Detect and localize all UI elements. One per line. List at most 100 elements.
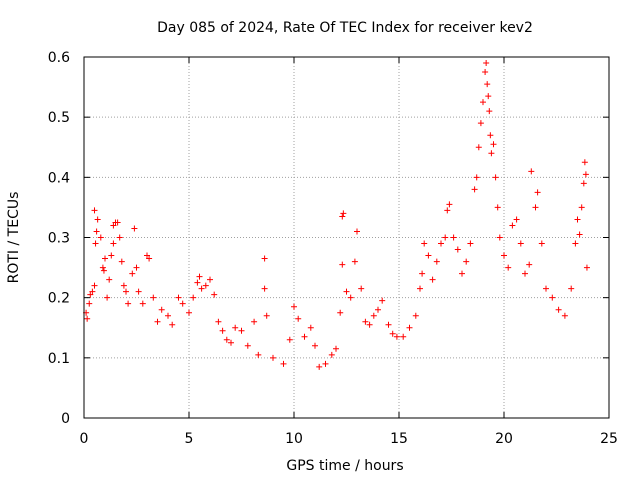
data-point — [568, 285, 575, 292]
data-point — [131, 225, 138, 232]
data-point — [534, 189, 541, 196]
chart-title: Day 085 of 2024, Rate Of TEC Index for r… — [157, 20, 533, 36]
data-point — [165, 312, 171, 319]
data-point — [93, 228, 100, 235]
data-point — [583, 264, 590, 271]
data-point — [561, 312, 568, 319]
data-point — [238, 327, 245, 334]
data-point — [92, 240, 99, 247]
data-point — [400, 333, 407, 340]
data-point — [538, 240, 545, 247]
x-tick-label: 15 — [390, 431, 408, 447]
y-tick-label: 0 — [61, 411, 70, 427]
data-point — [207, 276, 213, 283]
data-point — [549, 294, 556, 301]
y-tick-label: 0.4 — [48, 170, 70, 186]
y-tick-label: 0.3 — [48, 231, 70, 247]
data-point — [528, 168, 535, 175]
data-point — [118, 258, 125, 265]
data-point — [482, 69, 489, 76]
data-point — [467, 240, 474, 247]
data-point — [555, 306, 562, 313]
data-point — [84, 315, 91, 322]
data-point — [574, 216, 581, 223]
data-point — [255, 351, 262, 358]
data-point — [139, 300, 146, 307]
data-point — [179, 300, 186, 307]
data-point — [581, 159, 588, 166]
data-point — [333, 345, 339, 352]
data-point — [425, 252, 432, 259]
data-point — [316, 363, 323, 370]
data-point — [110, 240, 117, 247]
data-point — [135, 288, 142, 295]
data-point — [280, 360, 287, 367]
data-point — [446, 201, 453, 208]
data-point — [454, 246, 461, 253]
data-point — [133, 264, 140, 271]
data-point — [301, 333, 308, 340]
data-point — [438, 240, 444, 247]
data-point — [532, 204, 539, 211]
data-point — [196, 273, 203, 280]
x-tick-labels: 0 5 10 15 20 25 — [80, 431, 618, 447]
data-point — [406, 324, 413, 331]
data-point — [494, 204, 501, 211]
y-tick-label: 0.2 — [48, 291, 70, 307]
data-point — [194, 279, 201, 286]
data-point — [150, 294, 157, 301]
y-axis-label: ROTI / TECUs — [6, 192, 22, 284]
data-point — [473, 174, 480, 181]
data-point — [351, 258, 358, 265]
data-point — [129, 270, 136, 277]
data-point — [513, 216, 520, 223]
data-point — [244, 342, 251, 349]
data-point — [362, 318, 369, 325]
data-point — [219, 327, 226, 334]
data-point — [501, 252, 507, 259]
data-point — [578, 204, 585, 211]
data-point — [337, 309, 344, 316]
data-point — [91, 282, 98, 289]
data-point — [190, 294, 197, 301]
data-point — [340, 210, 347, 217]
data-point — [459, 270, 465, 277]
data-point — [450, 234, 457, 241]
data-point — [312, 342, 318, 349]
data-point — [261, 285, 268, 292]
data-point — [442, 234, 449, 241]
data-point — [102, 255, 108, 262]
data-point — [106, 276, 113, 283]
x-tick-label: 25 — [600, 431, 618, 447]
data-point — [385, 321, 392, 328]
data-point — [393, 333, 400, 340]
data-point — [202, 282, 209, 289]
data-point — [509, 222, 516, 229]
data-point — [175, 294, 182, 301]
data-point — [580, 180, 587, 187]
y-tick-labels: 0 0.1 0.2 0.3 0.4 0.5 0.6 — [48, 50, 70, 427]
data-point — [487, 132, 494, 139]
data-point — [146, 255, 153, 262]
data-point — [484, 81, 491, 88]
data-point — [322, 360, 329, 367]
data-point — [582, 171, 589, 178]
data-point — [375, 306, 381, 313]
data-point — [339, 261, 346, 268]
data-points — [83, 60, 590, 370]
data-point — [89, 288, 96, 295]
data-point — [485, 93, 492, 100]
data-point — [154, 318, 161, 325]
data-point — [483, 60, 490, 67]
data-point — [421, 240, 428, 247]
data-point — [211, 291, 218, 298]
data-point — [433, 258, 440, 265]
data-point — [261, 255, 268, 262]
data-point — [108, 252, 115, 259]
data-point — [488, 150, 495, 157]
data-point — [444, 207, 451, 214]
data-point — [94, 216, 101, 223]
data-point — [114, 219, 121, 226]
data-point — [116, 234, 123, 241]
